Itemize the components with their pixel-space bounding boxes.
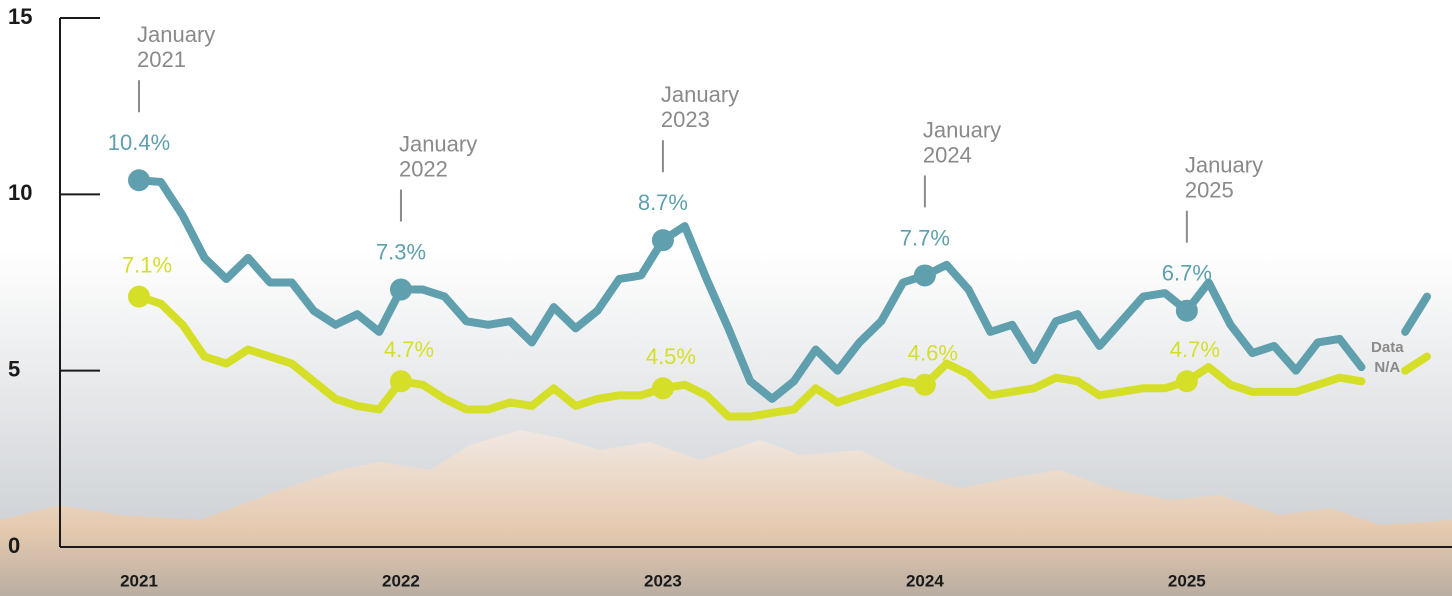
annotation: 2024	[923, 142, 972, 167]
point-marker	[651, 377, 674, 400]
series-line	[135, 176, 1366, 403]
annotation: 2023	[661, 107, 710, 132]
series-line	[1401, 292, 1431, 336]
x-tick-label: 2021	[120, 571, 158, 590]
point-marker	[128, 169, 150, 192]
value-label: 4.5%	[646, 344, 696, 369]
x-tick-label: 2022	[382, 571, 420, 590]
point-marker	[651, 229, 674, 252]
point-marker	[913, 264, 936, 287]
y-tick-label: 5	[8, 356, 20, 381]
value-label: 4.6%	[908, 341, 958, 366]
annotation: 2022	[399, 156, 448, 181]
value-label: 6.7%	[1162, 261, 1212, 286]
y-tick-label: 15	[8, 4, 32, 29]
series-line	[135, 292, 1366, 421]
mountains	[0, 430, 1452, 596]
gap-note: Data	[1371, 339, 1404, 356]
point-marker	[128, 285, 150, 308]
y-tick-label: 10	[8, 180, 32, 205]
value-label: 10.4%	[108, 130, 170, 155]
x-tick-label: 2023	[644, 571, 682, 590]
annotation: 2021	[137, 47, 186, 72]
value-label: 7.3%	[376, 239, 426, 264]
value-label: 7.1%	[122, 252, 172, 277]
annotation: January	[137, 22, 215, 47]
annotation: January	[923, 117, 1001, 142]
point-marker	[1175, 370, 1198, 393]
point-marker	[389, 370, 412, 393]
y-tick-label: 0	[8, 533, 20, 558]
value-label: 4.7%	[384, 337, 434, 362]
x-tick-label: 2024	[906, 571, 944, 590]
series-line	[1401, 352, 1431, 375]
x-tick-label: 2025	[1168, 571, 1206, 590]
annotation: January	[399, 131, 477, 156]
value-label: 4.7%	[1170, 337, 1220, 362]
annotation: January	[661, 82, 739, 107]
annotation: 2025	[1185, 178, 1234, 203]
annotation: January	[1185, 153, 1263, 178]
value-label: 8.7%	[638, 190, 688, 215]
gap-note: N/A	[1374, 359, 1400, 376]
point-marker	[913, 373, 936, 396]
point-marker	[1175, 299, 1198, 322]
point-marker	[389, 278, 412, 301]
value-label: 7.7%	[900, 225, 950, 250]
